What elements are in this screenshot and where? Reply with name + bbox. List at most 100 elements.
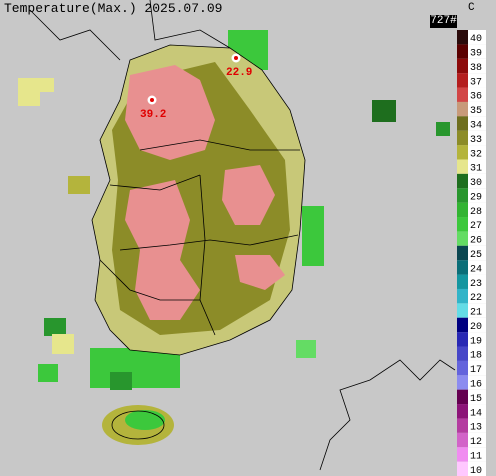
legend-swatch — [457, 404, 468, 419]
legend-label-bg — [468, 245, 486, 261]
legend-label: 34 — [470, 121, 482, 132]
legend-label: 37 — [470, 77, 482, 88]
legend-label-bg — [468, 274, 486, 289]
legend-label: 28 — [470, 207, 482, 218]
legend-swatch — [457, 202, 468, 218]
legend-swatch — [457, 217, 468, 232]
hot-zone-east — [222, 165, 275, 225]
legend-swatch — [457, 231, 468, 246]
legend-label-bg — [468, 447, 486, 462]
legend-swatch — [457, 44, 468, 59]
legend-swatch — [457, 116, 468, 131]
legend-label-bg — [468, 173, 486, 189]
legend-label: 17 — [470, 365, 482, 376]
legend-swatch — [457, 159, 468, 174]
legend-label: 14 — [470, 408, 482, 419]
legend-label: 18 — [470, 351, 482, 362]
legend-label: 30 — [470, 178, 482, 189]
legend-swatch — [457, 360, 468, 376]
legend-label-bg — [468, 217, 486, 232]
legend-label-bg — [468, 375, 486, 390]
legend-swatch — [457, 58, 468, 74]
legend-swatch — [457, 73, 468, 88]
legend-swatch — [457, 101, 468, 117]
legend-label: 25 — [470, 250, 482, 261]
legend-swatch — [457, 245, 468, 261]
legend-label-bg — [468, 303, 486, 318]
hot-zone-west — [125, 180, 200, 320]
legend-label: 20 — [470, 322, 482, 333]
legend-label: 24 — [470, 264, 482, 275]
legend-label: 11 — [470, 451, 482, 462]
legend-label: 19 — [470, 336, 482, 347]
legend-label: 40 — [470, 34, 482, 45]
legend-label: 38 — [470, 63, 482, 74]
jeju-core — [125, 410, 165, 430]
legend-label-bg — [468, 87, 486, 102]
count-badge: 727# — [430, 15, 457, 28]
legend-swatch — [457, 317, 468, 333]
legend-swatch — [457, 432, 468, 448]
boundaries — [29, 0, 456, 471]
legend-label: 22 — [470, 293, 482, 304]
legend-label: 33 — [470, 135, 482, 146]
legend-label-bg — [468, 360, 486, 376]
legend-label: 29 — [470, 192, 482, 203]
legend-label-bg — [468, 389, 486, 405]
legend-label: 13 — [470, 423, 482, 434]
station-value: 22.9 — [226, 67, 252, 79]
legend-swatch — [457, 288, 468, 304]
unit-label: C — [468, 2, 475, 14]
legend-swatch — [457, 173, 468, 189]
legend-label-bg — [468, 44, 486, 59]
legend-label: 27 — [470, 221, 482, 232]
legend-label-bg — [468, 432, 486, 448]
legend-swatch — [457, 87, 468, 102]
legend-label-bg — [468, 101, 486, 117]
legend-swatch — [457, 389, 468, 405]
legend-label: 15 — [470, 394, 482, 405]
legend-swatch — [457, 274, 468, 289]
legend-label-bg — [468, 332, 486, 347]
legend-swatch — [457, 461, 468, 476]
hot-zone-south — [235, 255, 285, 290]
legend-swatch — [457, 30, 468, 45]
legend-label: 31 — [470, 164, 482, 175]
legend-label: 35 — [470, 106, 482, 117]
legend-label-bg — [468, 188, 486, 203]
legend-label-bg — [468, 461, 486, 476]
legend-swatch — [457, 188, 468, 203]
station-dot — [150, 98, 154, 102]
legend-label-bg — [468, 288, 486, 304]
map-title: Temperature(Max.) 2025.07.09 — [4, 1, 223, 16]
legend-label-bg — [468, 145, 486, 160]
legend-swatch — [457, 303, 468, 318]
legend-label: 23 — [470, 279, 482, 290]
station-value: 39.2 — [140, 109, 166, 121]
legend-swatch — [457, 130, 468, 146]
legend-swatch — [457, 260, 468, 275]
legend-label: 36 — [470, 92, 482, 103]
legend-label: 21 — [470, 308, 482, 319]
legend-label-bg — [468, 73, 486, 88]
legend-label-bg — [468, 317, 486, 333]
station-dot — [234, 56, 238, 60]
legend-label-bg — [468, 159, 486, 174]
legend-swatch — [457, 375, 468, 390]
legend-label-bg — [468, 346, 486, 361]
legend-label-bg — [468, 58, 486, 74]
legend-label-bg — [468, 404, 486, 419]
legend-label-bg — [468, 116, 486, 131]
legend-label: 26 — [470, 236, 482, 247]
legend-swatch — [457, 145, 468, 160]
legend-label-bg — [468, 130, 486, 146]
legend-swatch — [457, 346, 468, 361]
legend-label-bg — [468, 231, 486, 246]
legend-label-bg — [468, 30, 486, 45]
legend-swatch — [457, 332, 468, 347]
hot-zone-north — [125, 65, 215, 160]
legend-label: 32 — [470, 149, 482, 160]
legend-label: 10 — [470, 466, 482, 476]
